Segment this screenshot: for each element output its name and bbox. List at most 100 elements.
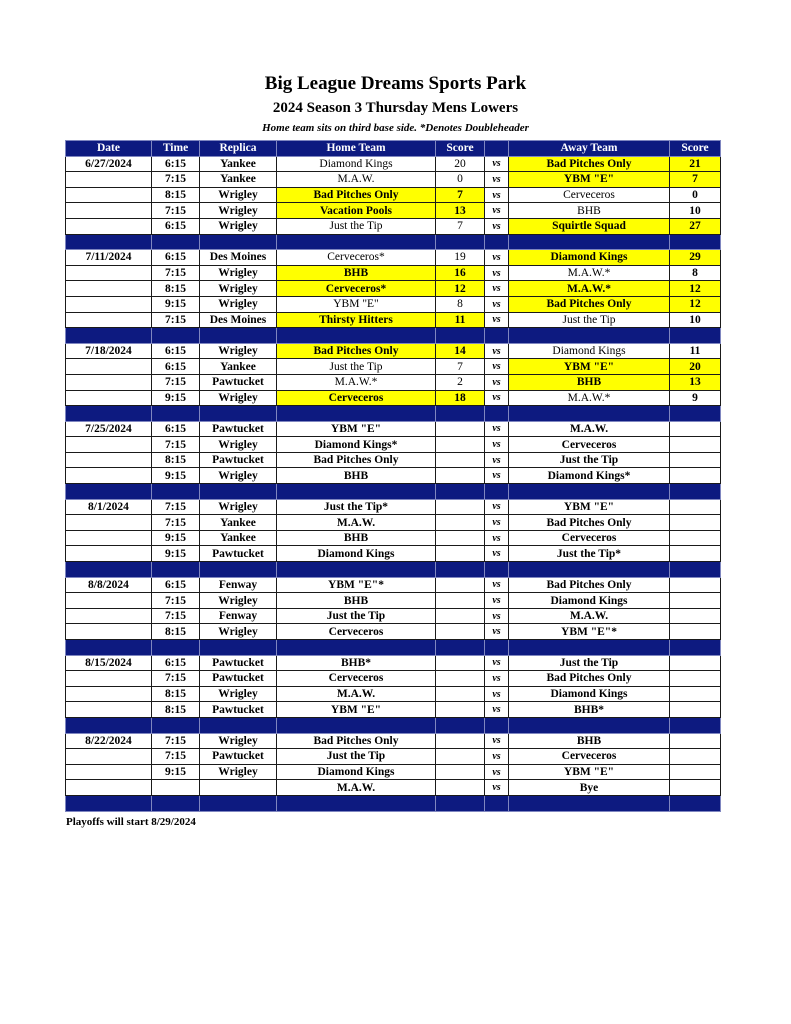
time-cell: 6:15 — [151, 358, 200, 375]
vs-cell: vs — [484, 373, 509, 391]
time-cell — [151, 779, 200, 796]
home-team-cell: M.A.W. — [276, 779, 436, 796]
home-score-cell — [435, 451, 485, 469]
separator-cell — [435, 639, 485, 656]
home-score-cell: 19 — [435, 249, 485, 266]
week-separator — [65, 716, 721, 734]
game-row: 7:15 Wrigley BHB vs Diamond Kings — [65, 592, 721, 609]
away-team-cell: M.A.W. — [508, 607, 670, 625]
vs-cell: vs — [484, 155, 509, 173]
date-cell: 8/15/2024 — [65, 654, 152, 672]
home-score-cell — [435, 623, 485, 640]
game-row: 7:15 Pawtucket M.A.W.* 2 vs BHB 13 — [65, 373, 721, 391]
home-team-cell: Bad Pitches Only — [276, 186, 436, 204]
vs-cell: vs — [484, 389, 509, 407]
away-score-cell: 12 — [669, 295, 721, 313]
away-score-cell: 10 — [669, 311, 721, 329]
replica-cell: Pawtucket — [199, 748, 277, 765]
week-separator — [65, 405, 721, 422]
away-team-cell: BHB — [508, 373, 670, 391]
away-score-cell: 8 — [669, 264, 721, 282]
time-cell: 6:15 — [151, 576, 200, 594]
date-cell — [65, 171, 152, 188]
separator-cell — [276, 639, 436, 656]
home-score-cell: 2 — [435, 373, 485, 391]
away-score-cell — [669, 779, 721, 796]
game-row: 8:15 Wrigley Cerveceros* 12 vs M.A.W.* 12 — [65, 280, 721, 297]
away-score-cell — [669, 514, 721, 531]
home-score-cell: 16 — [435, 264, 485, 282]
game-row: 9:15 Wrigley YBM "E" 8 vs Bad Pitches Only 12 — [65, 295, 721, 313]
vs-cell: vs — [484, 202, 509, 219]
home-team-cell: Diamond Kings* — [276, 436, 436, 453]
home-team-cell: M.A.W. — [276, 514, 436, 531]
home-score-cell — [435, 545, 485, 563]
separator-cell — [199, 639, 277, 656]
home-team-cell: M.A.W.* — [276, 373, 436, 391]
game-row: 8:15 Pawtucket YBM "E" vs BHB* — [65, 701, 721, 718]
away-team-cell: YBM "E" — [508, 358, 670, 375]
date-cell — [65, 451, 152, 469]
separator-cell — [435, 405, 485, 422]
week-separator — [65, 561, 721, 578]
time-cell: 7:15 — [151, 436, 200, 453]
away-team-cell: YBM "E"* — [508, 623, 670, 640]
replica-cell: Wrigley — [199, 467, 277, 485]
separator-cell — [199, 716, 277, 734]
away-score-cell — [669, 451, 721, 469]
home-score-cell — [435, 514, 485, 531]
away-team-cell: Diamond Kings — [508, 249, 670, 266]
time-cell: 7:15 — [151, 202, 200, 219]
vs-cell: vs — [484, 779, 509, 796]
separator-cell — [276, 794, 436, 812]
home-score-cell: 11 — [435, 311, 485, 329]
replica-cell: Pawtucket — [199, 670, 277, 687]
game-row: 7:15 Pawtucket Cerveceros vs Bad Pitches Onl… — [65, 670, 721, 687]
date-cell — [65, 623, 152, 640]
time-cell: 8:15 — [151, 186, 200, 204]
vs-cell: vs — [484, 249, 509, 266]
home-team-cell: M.A.W. — [276, 685, 436, 703]
home-team-cell: Just the Tip — [276, 358, 436, 375]
away-team-cell: Bad Pitches Only — [508, 514, 670, 531]
away-team-cell: YBM "E" — [508, 498, 670, 516]
away-team-cell: Just the Tip — [508, 311, 670, 329]
time-cell: 8:15 — [151, 451, 200, 469]
date-cell — [65, 217, 152, 235]
separator-cell — [199, 483, 277, 500]
separator-cell — [65, 233, 152, 251]
away-team-cell: BHB* — [508, 701, 670, 718]
home-score-cell — [435, 576, 485, 594]
game-row: 7:15 Des Moines Thirsty Hitters 11 vs Just th… — [65, 311, 721, 329]
separator-cell — [151, 233, 200, 251]
date-cell: 7/25/2024 — [65, 420, 152, 438]
home-team-cell: YBM "E" — [276, 295, 436, 313]
vs-cell: vs — [484, 217, 509, 235]
time-cell: 7:15 — [151, 607, 200, 625]
time-cell: 7:15 — [151, 514, 200, 531]
separator-cell — [484, 327, 509, 344]
vs-cell: vs — [484, 732, 509, 750]
date-cell — [65, 311, 152, 329]
header-away-score: Score — [669, 140, 721, 157]
vs-cell: vs — [484, 311, 509, 329]
vs-cell: vs — [484, 607, 509, 625]
home-team-cell: Diamond Kings — [276, 763, 436, 781]
date-cell — [65, 763, 152, 781]
home-score-cell — [435, 607, 485, 625]
home-score-cell: 13 — [435, 202, 485, 219]
away-team-cell: Cerveceros — [508, 529, 670, 547]
away-team-cell: YBM "E" — [508, 171, 670, 188]
vs-cell: vs — [484, 654, 509, 672]
replica-cell: Wrigley — [199, 295, 277, 313]
home-team-cell: Cerveceros* — [276, 280, 436, 297]
separator-cell — [151, 327, 200, 344]
separator-cell — [508, 327, 670, 344]
home-score-cell: 7 — [435, 217, 485, 235]
away-team-cell: M.A.W.* — [508, 389, 670, 407]
away-score-cell: 27 — [669, 217, 721, 235]
game-row: 7:15 Fenway Just the Tip vs M.A.W. — [65, 607, 721, 625]
playoffs-note: Playoffs will start 8/29/2024 — [66, 816, 196, 828]
game-row: 8/8/2024 6:15 Fenway YBM "E"* vs Bad Pitches … — [65, 576, 721, 594]
time-cell: 8:15 — [151, 623, 200, 640]
